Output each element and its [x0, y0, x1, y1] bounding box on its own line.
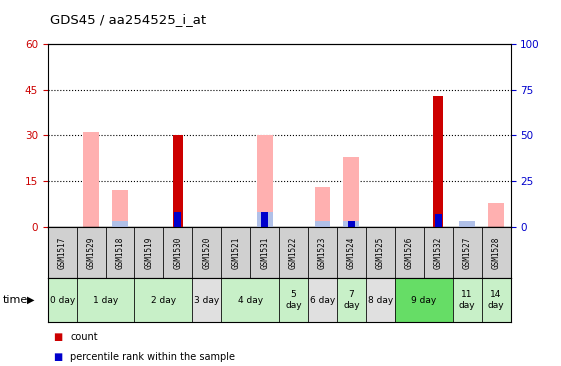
- Bar: [337, 278, 366, 322]
- Bar: [135, 278, 192, 322]
- Text: 2 day: 2 day: [151, 296, 176, 305]
- Text: 0 day: 0 day: [49, 296, 75, 305]
- Bar: [459, 221, 475, 227]
- Bar: [77, 278, 135, 322]
- Text: GSM1522: GSM1522: [289, 236, 298, 269]
- Bar: [192, 227, 221, 278]
- Text: percentile rank within the sample: percentile rank within the sample: [70, 352, 235, 362]
- Text: GSM1517: GSM1517: [58, 236, 67, 269]
- Text: 6 day: 6 day: [310, 296, 335, 305]
- Bar: [48, 278, 77, 322]
- Bar: [173, 135, 183, 227]
- Bar: [250, 227, 279, 278]
- Bar: [424, 227, 453, 278]
- Text: 3 day: 3 day: [194, 296, 219, 305]
- Bar: [105, 227, 135, 278]
- Bar: [488, 202, 504, 227]
- Text: count: count: [70, 332, 98, 342]
- Bar: [135, 227, 163, 278]
- Text: time: time: [3, 295, 28, 305]
- Text: GSM1531: GSM1531: [260, 236, 269, 269]
- Text: GSM1520: GSM1520: [203, 236, 211, 269]
- Bar: [48, 227, 77, 278]
- Text: GSM1524: GSM1524: [347, 236, 356, 269]
- Bar: [77, 227, 105, 278]
- Bar: [453, 278, 481, 322]
- Text: ■: ■: [53, 352, 62, 362]
- Bar: [433, 96, 443, 227]
- Bar: [481, 227, 511, 278]
- Text: 1 day: 1 day: [93, 296, 118, 305]
- Bar: [257, 135, 273, 227]
- Text: GSM1529: GSM1529: [86, 236, 95, 269]
- Bar: [83, 132, 99, 227]
- Bar: [343, 221, 360, 227]
- Bar: [112, 221, 128, 227]
- Bar: [315, 221, 330, 227]
- Bar: [395, 227, 424, 278]
- Bar: [348, 221, 355, 227]
- Text: GSM1528: GSM1528: [491, 236, 500, 269]
- Text: GSM1523: GSM1523: [318, 236, 327, 269]
- Bar: [308, 278, 337, 322]
- Text: GSM1521: GSM1521: [231, 236, 240, 269]
- Bar: [221, 278, 279, 322]
- Bar: [435, 214, 442, 227]
- Text: 4 day: 4 day: [238, 296, 263, 305]
- Bar: [337, 227, 366, 278]
- Bar: [481, 278, 511, 322]
- Text: GSM1527: GSM1527: [463, 236, 472, 269]
- Bar: [453, 227, 481, 278]
- Text: 11
day: 11 day: [459, 290, 475, 310]
- Text: 7
day: 7 day: [343, 290, 360, 310]
- Bar: [395, 278, 453, 322]
- Text: GSM1518: GSM1518: [116, 236, 125, 269]
- Text: 14
day: 14 day: [488, 290, 504, 310]
- Bar: [261, 212, 268, 227]
- Bar: [163, 227, 192, 278]
- Bar: [366, 278, 395, 322]
- Text: 5
day: 5 day: [285, 290, 302, 310]
- Bar: [174, 212, 181, 227]
- Text: GDS45 / aa254525_i_at: GDS45 / aa254525_i_at: [50, 12, 206, 26]
- Bar: [192, 278, 221, 322]
- Text: 8 day: 8 day: [367, 296, 393, 305]
- Text: GSM1530: GSM1530: [173, 236, 182, 269]
- Text: GSM1526: GSM1526: [405, 236, 414, 269]
- Bar: [343, 157, 360, 227]
- Bar: [279, 227, 308, 278]
- Bar: [112, 190, 128, 227]
- Bar: [279, 278, 308, 322]
- Text: ■: ■: [53, 332, 62, 342]
- Bar: [315, 187, 330, 227]
- Bar: [257, 212, 273, 227]
- Bar: [366, 227, 395, 278]
- Text: GSM1532: GSM1532: [434, 236, 443, 269]
- Text: 9 day: 9 day: [411, 296, 436, 305]
- Bar: [308, 227, 337, 278]
- Text: GSM1525: GSM1525: [376, 236, 385, 269]
- Bar: [221, 227, 250, 278]
- Text: ▶: ▶: [27, 295, 34, 305]
- Text: GSM1519: GSM1519: [144, 236, 153, 269]
